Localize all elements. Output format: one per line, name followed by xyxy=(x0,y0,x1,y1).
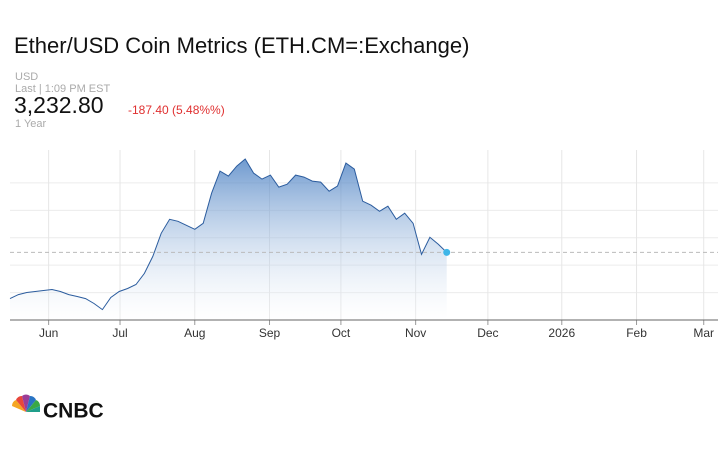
price-line xyxy=(9,158,448,311)
x-tick-label: Jul xyxy=(112,326,127,340)
x-tick-label: Aug xyxy=(184,326,205,340)
price-change: -187.40 (5.48%%) xyxy=(128,103,225,117)
last-price-dot xyxy=(443,248,451,256)
x-tick-label: Sep xyxy=(259,326,281,340)
logo-text: CNBC xyxy=(43,400,104,423)
logo: CNBC xyxy=(11,394,104,423)
chart-title: Ether/USD Coin Metrics (ETH.CM=:Exchange… xyxy=(14,33,469,58)
x-tick-label: Jun xyxy=(39,326,58,340)
plot: Jun Jul Aug Sep Oct Nov Dec 2026 Feb Mar xyxy=(9,150,718,340)
x-tick-label: Mar xyxy=(693,326,714,340)
last-updated: Last | 1:09 PM EST xyxy=(15,83,110,95)
last-price: 3,232.80 xyxy=(14,92,104,118)
x-tick-label: Nov xyxy=(405,326,426,340)
x-tick-label: 2026 xyxy=(548,326,575,340)
x-tick-label: Oct xyxy=(332,326,351,340)
x-tick-label: Feb xyxy=(626,326,647,340)
peacock-icon xyxy=(11,394,41,412)
currency: USD xyxy=(15,71,38,83)
area xyxy=(10,159,447,320)
range: 1 Year xyxy=(15,118,47,130)
x-tick-label: Dec xyxy=(477,326,498,340)
